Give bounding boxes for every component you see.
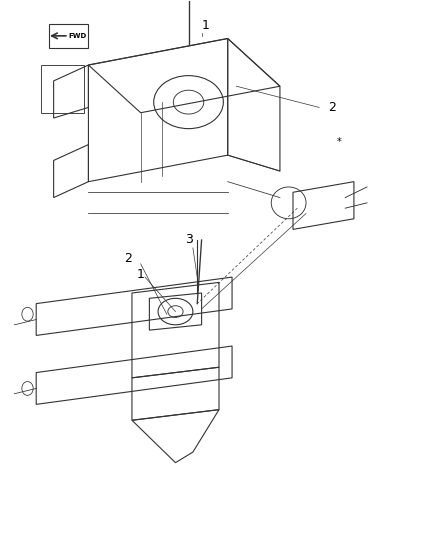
Text: 2: 2 — [328, 101, 336, 114]
Text: 3: 3 — [184, 233, 192, 246]
Text: 1: 1 — [202, 19, 210, 32]
Text: *: * — [336, 136, 341, 147]
Text: FWD: FWD — [68, 33, 87, 39]
Text: 1: 1 — [137, 268, 145, 281]
Text: 2: 2 — [124, 252, 131, 265]
Bar — [41, 65, 84, 113]
